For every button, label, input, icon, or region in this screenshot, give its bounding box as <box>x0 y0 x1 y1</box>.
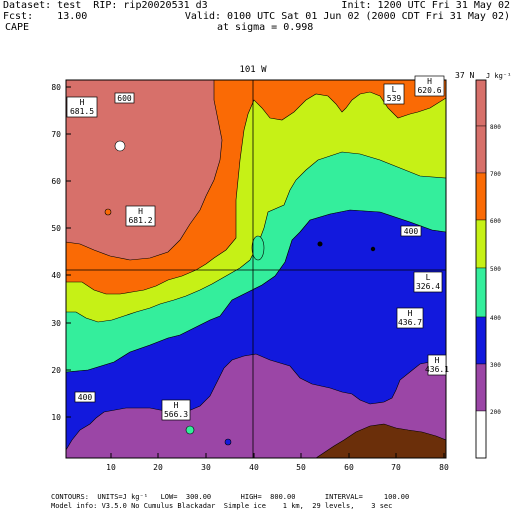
x-tick-label: 40 <box>249 463 259 472</box>
legend-level-label: 700 <box>490 171 501 178</box>
extremum-marker: 400 <box>74 391 96 403</box>
marker-value: 681.2 <box>128 216 152 225</box>
legend-swatch <box>475 363 487 412</box>
legend-level-label: 200 <box>490 409 501 416</box>
marker-letter: H <box>174 401 179 410</box>
x-tick-label: 50 <box>296 463 306 472</box>
legend-swatch <box>475 410 487 459</box>
legend-swatch <box>475 172 487 221</box>
legend-swatch <box>475 316 487 365</box>
legend-frame <box>475 79 487 459</box>
marker-letter: L <box>426 273 431 282</box>
legend-level-label: 800 <box>490 124 501 131</box>
x-tick-label: 30 <box>201 463 211 472</box>
marker-value: 600 <box>117 94 132 103</box>
marker-letter: H <box>408 309 413 318</box>
legend-level-label: 300 <box>490 362 501 369</box>
y-axis: 10 20 30 40 50 60 70 80 <box>51 83 71 422</box>
y-tick-label: 30 <box>51 319 61 328</box>
marker-box <box>161 399 191 421</box>
y-tick-label: 70 <box>51 130 61 139</box>
dataset-line: Dataset: test RIP: rip20020531 d3 <box>3 0 208 11</box>
color-legend: J kg⁻¹ 800 700 600 500 400 300 200 <box>475 72 511 459</box>
marker-letter: L <box>392 85 397 94</box>
contour-fills <box>65 79 447 459</box>
contour-800 <box>65 79 223 261</box>
marker-box <box>125 205 156 227</box>
meridian-label: 101 W <box>239 65 267 75</box>
extrema-markers: H681.5600L539H620.6H681.2400L326.4H436.7… <box>66 75 449 421</box>
contour-blob <box>114 140 126 152</box>
x-tick-label: 10 <box>106 463 116 472</box>
marker-box <box>400 225 422 237</box>
x-tick-label: 80 <box>439 463 449 472</box>
marker-value: 400 <box>78 393 93 402</box>
legend-units: J kg⁻¹ <box>486 72 511 80</box>
contour-blob <box>251 235 265 261</box>
marker-box <box>74 391 96 403</box>
grid-dot <box>317 241 323 247</box>
valid-time: Valid: 0100 UTC Sat 01 Jun 02 (2000 CDT … <box>184 11 510 22</box>
marker-value: 436.1 <box>425 365 449 374</box>
y-tick-label: 10 <box>51 413 61 422</box>
marker-value: 436.7 <box>398 318 422 327</box>
field-name: CAPE <box>5 22 30 33</box>
marker-box <box>114 92 135 104</box>
y-tick-label: 60 <box>51 177 61 186</box>
contour-blob <box>104 208 112 216</box>
init-time: Init: 1200 UTC Fri 31 May 02 <box>341 0 510 11</box>
marker-letter: H <box>427 77 432 86</box>
y-tick-label: 50 <box>51 224 61 233</box>
marker-value: 620.6 <box>417 86 441 95</box>
legend-swatch <box>475 125 487 174</box>
marker-value: 400 <box>404 227 419 236</box>
legend-swatch <box>475 219 487 269</box>
legend-level-label: 400 <box>490 315 501 322</box>
legend-swatch <box>475 267 487 318</box>
marker-box <box>396 307 424 329</box>
marker-box <box>414 75 445 97</box>
sigma-level: at sigma = 0.998 <box>217 22 314 33</box>
parallel-label: 37 N <box>455 71 474 80</box>
legend-level-label: 500 <box>490 266 501 273</box>
x-tick-label: 20 <box>153 463 163 472</box>
model-info: Model info: V3.5.0 No Cumulus Blackadar … <box>51 502 393 510</box>
legend-swatch <box>475 79 487 127</box>
contour-blob <box>224 438 232 446</box>
marker-value: 326.4 <box>416 282 440 291</box>
x-tick-label: 60 <box>344 463 354 472</box>
marker-value: 566.3 <box>164 410 188 419</box>
marker-box <box>413 271 443 293</box>
x-tick-label: 70 <box>391 463 401 472</box>
legend-level-label: 600 <box>490 218 501 225</box>
marker-letter: H <box>138 207 143 216</box>
grid-dot <box>370 246 376 252</box>
extremum-marker: 600 <box>114 92 135 104</box>
y-tick-label: 80 <box>51 83 61 92</box>
extremum-marker: 400 <box>400 225 422 237</box>
marker-box <box>383 83 405 105</box>
y-tick-label: 20 <box>51 366 61 375</box>
marker-box <box>427 354 447 376</box>
marker-box <box>66 96 98 118</box>
contour-blob <box>185 425 195 435</box>
x-axis: 10 20 30 40 50 60 70 80 <box>106 453 449 472</box>
marker-value: 539 <box>387 94 402 103</box>
marker-value: 681.5 <box>70 107 94 116</box>
y-tick-label: 40 <box>51 271 61 280</box>
contour-info: CONTOURS: UNITS=J kg⁻¹ LOW= 300.00 HIGH=… <box>51 493 410 501</box>
map-frame <box>65 79 447 459</box>
forecast-hour: Fcst: 13.00 <box>3 11 88 22</box>
marker-letter: H <box>435 356 440 365</box>
marker-letter: H <box>80 98 85 107</box>
